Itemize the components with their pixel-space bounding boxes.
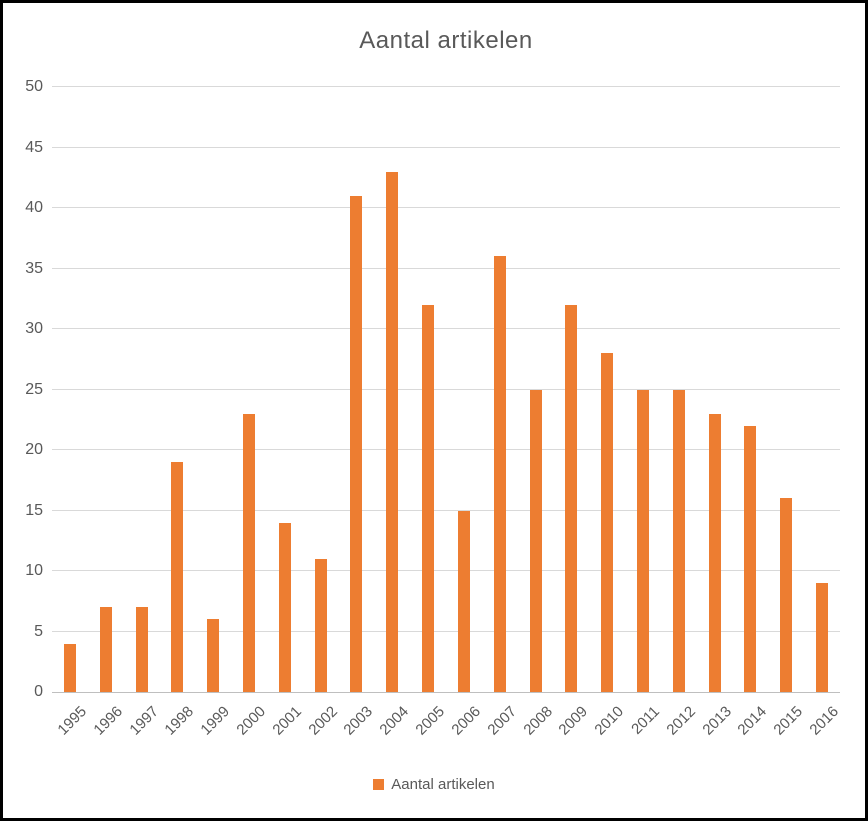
gridline-5 (52, 630, 840, 632)
y-tick-label-40: 40 (25, 199, 43, 216)
bar-2014 (744, 425, 757, 692)
bar-2009 (565, 304, 578, 692)
bar-2000 (243, 413, 255, 692)
plot-area (52, 86, 840, 693)
x-axis-line (52, 692, 840, 693)
gridline-10 (52, 570, 840, 571)
bar-1997 (135, 607, 148, 692)
y-tick-label-30: 30 (25, 320, 43, 337)
y-tick-label-25: 25 (25, 380, 43, 398)
bar-2005 (422, 304, 435, 692)
gridline-45 (52, 146, 840, 148)
y-tick-label-50: 50 (25, 78, 43, 95)
bar-1996 (99, 607, 112, 692)
gridline-30 (52, 328, 840, 329)
bar-2011 (637, 389, 649, 692)
gridline-25 (52, 388, 840, 390)
bar-2008 (529, 389, 542, 692)
legend-label: Aantal artikelen (391, 775, 495, 793)
bar-2013 (708, 413, 721, 692)
y-tick-label-5: 5 (34, 622, 43, 640)
gridline-20 (52, 449, 840, 450)
bar-2004 (386, 171, 399, 692)
bar-2006 (457, 510, 470, 692)
y-tick-label-10: 10 (25, 562, 43, 579)
bar-2001 (278, 522, 291, 692)
gridline-35 (52, 267, 840, 269)
bar-2003 (350, 195, 363, 692)
chart-title: Aantal artikelen (359, 27, 533, 54)
bar-1999 (207, 619, 220, 692)
bar-1998 (171, 462, 184, 692)
legend: Aantal artikelen (3, 774, 865, 794)
bar-2010 (601, 353, 614, 692)
bar-2002 (314, 558, 327, 692)
y-tick-label-45: 45 (25, 138, 43, 156)
bar-2012 (672, 389, 685, 692)
y-tick-label-15: 15 (25, 501, 43, 519)
y-tick-label-0: 0 (34, 683, 43, 700)
bar-2007 (493, 256, 506, 692)
gridline-15 (52, 509, 840, 511)
y-tick-label-35: 35 (25, 259, 43, 277)
bar-1995 (63, 643, 76, 692)
bar-2016 (816, 583, 829, 692)
gridline-40 (52, 207, 840, 208)
legend-swatch (373, 778, 385, 790)
bar-2015 (780, 498, 793, 692)
gridline-50 (52, 86, 840, 87)
y-tick-label-20: 20 (25, 441, 43, 458)
